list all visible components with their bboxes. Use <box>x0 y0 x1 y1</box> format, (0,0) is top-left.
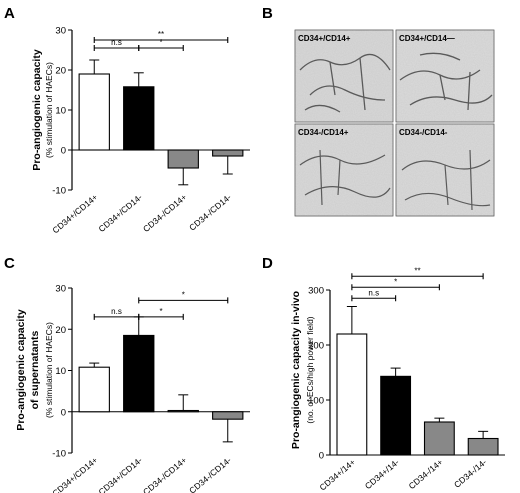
y-axis-subtitle: (% stimulation of HAECs) <box>44 322 54 418</box>
micrograph-cd34neg-cd14neg: CD34-/CD14- <box>395 123 495 217</box>
micrograph-cd34neg-cd14pos: CD34-/CD14+ <box>294 123 394 217</box>
y-tick-label: 0 <box>319 451 324 462</box>
category-label: CD34+/14- <box>363 457 401 491</box>
y-tick-label: 10 <box>55 106 66 117</box>
significance-label: * <box>394 277 397 286</box>
significance-label: n.s <box>111 38 122 47</box>
y-tick-label: 0 <box>61 146 66 157</box>
y-tick-label: 10 <box>55 366 66 377</box>
y-axis-title: Pro-angiogenic capacity in-vivo <box>290 291 302 449</box>
micrograph-label: CD34-/CD14- <box>399 128 448 137</box>
significance-label: n.s <box>368 288 379 297</box>
bar <box>123 334 155 413</box>
micrograph-cd34pos-cd14neg: CD34+/CD14— <box>395 29 495 123</box>
y-tick-label: 200 <box>308 341 324 352</box>
y-tick-label: 300 <box>308 286 324 297</box>
micrograph-grid: CD34+/CD14+ CD34+/CD14— CD34-/CD14+ CD34… <box>294 29 495 217</box>
y-tick-label: 100 <box>308 396 324 407</box>
category-label: CD34+/CD14- <box>97 455 145 493</box>
y-axis-title: Pro-angiogenic capacity <box>31 49 43 171</box>
y-axis-title-line2: of supernatants <box>29 330 41 409</box>
category-label: CD34-/CD14+ <box>141 455 189 493</box>
panel-letter-c: C <box>4 255 15 272</box>
category-label: CD34+/14+ <box>317 457 357 493</box>
micrograph-label: CD34+/CD14— <box>399 34 455 43</box>
bar <box>467 437 499 456</box>
bar <box>78 366 110 413</box>
category-label: CD34-/14- <box>452 457 489 490</box>
category-label: CD34+/CD14+ <box>50 192 99 236</box>
category-label: CD34-/CD14- <box>187 455 233 493</box>
y-axis-subtitle: (% stimulation of HAECs) <box>44 62 54 158</box>
chart-panel-a: -100102030CD34+/CD14+CD34+/CD14-CD34-/CD… <box>31 26 250 236</box>
significance-label: n.s <box>111 307 122 316</box>
category-label: CD34-/14+ <box>407 457 445 491</box>
chart-panel-d: 0 100 200 300 CD34+/14+ CD34+/14- CD34-/14+ CD3… <box>290 266 505 492</box>
bar <box>167 149 199 169</box>
significance-label: ** <box>158 30 164 39</box>
chart-panel-c: -100102030CD34+/CD14+CD34+/CD14-CD34-/CD… <box>15 284 250 493</box>
significance-label: * <box>159 307 162 316</box>
y-tick-label: 30 <box>55 26 66 37</box>
bar <box>123 86 155 151</box>
significance-label: ** <box>414 266 420 275</box>
category-label: CD34+/CD14+ <box>50 455 99 493</box>
bar <box>423 421 455 456</box>
category-label: CD34+/CD14- <box>97 192 145 234</box>
significance-label: * <box>159 38 162 47</box>
y-axis-title: Pro-angiogenic capacity <box>15 309 27 431</box>
y-tick-label: 20 <box>55 325 66 336</box>
y-tick-label: 0 <box>61 407 66 418</box>
micrograph-cd34pos-cd14pos: CD34+/CD14+ <box>294 29 394 123</box>
y-tick-label: -10 <box>52 186 66 197</box>
significance-label: * <box>182 290 185 299</box>
panel-letter-d: D <box>262 255 273 272</box>
panel-letter-a: A <box>4 5 15 22</box>
bar <box>167 409 199 413</box>
bar <box>380 375 412 456</box>
y-tick-label: 30 <box>55 284 66 295</box>
y-tick-label: -10 <box>52 449 66 460</box>
bar <box>212 411 244 420</box>
bar <box>336 333 368 456</box>
panel-letter-b: B <box>262 5 273 22</box>
bar <box>212 149 244 157</box>
y-tick-label: 20 <box>55 66 66 77</box>
y-axis-subtitle: (no. of ECs/high power field) <box>305 316 315 423</box>
category-label: CD34-/CD14- <box>187 192 233 233</box>
micrograph-label: CD34+/CD14+ <box>298 34 351 43</box>
micrograph-label: CD34-/CD14+ <box>298 128 349 137</box>
category-label: CD34-/CD14+ <box>141 192 189 234</box>
bar <box>78 73 110 151</box>
